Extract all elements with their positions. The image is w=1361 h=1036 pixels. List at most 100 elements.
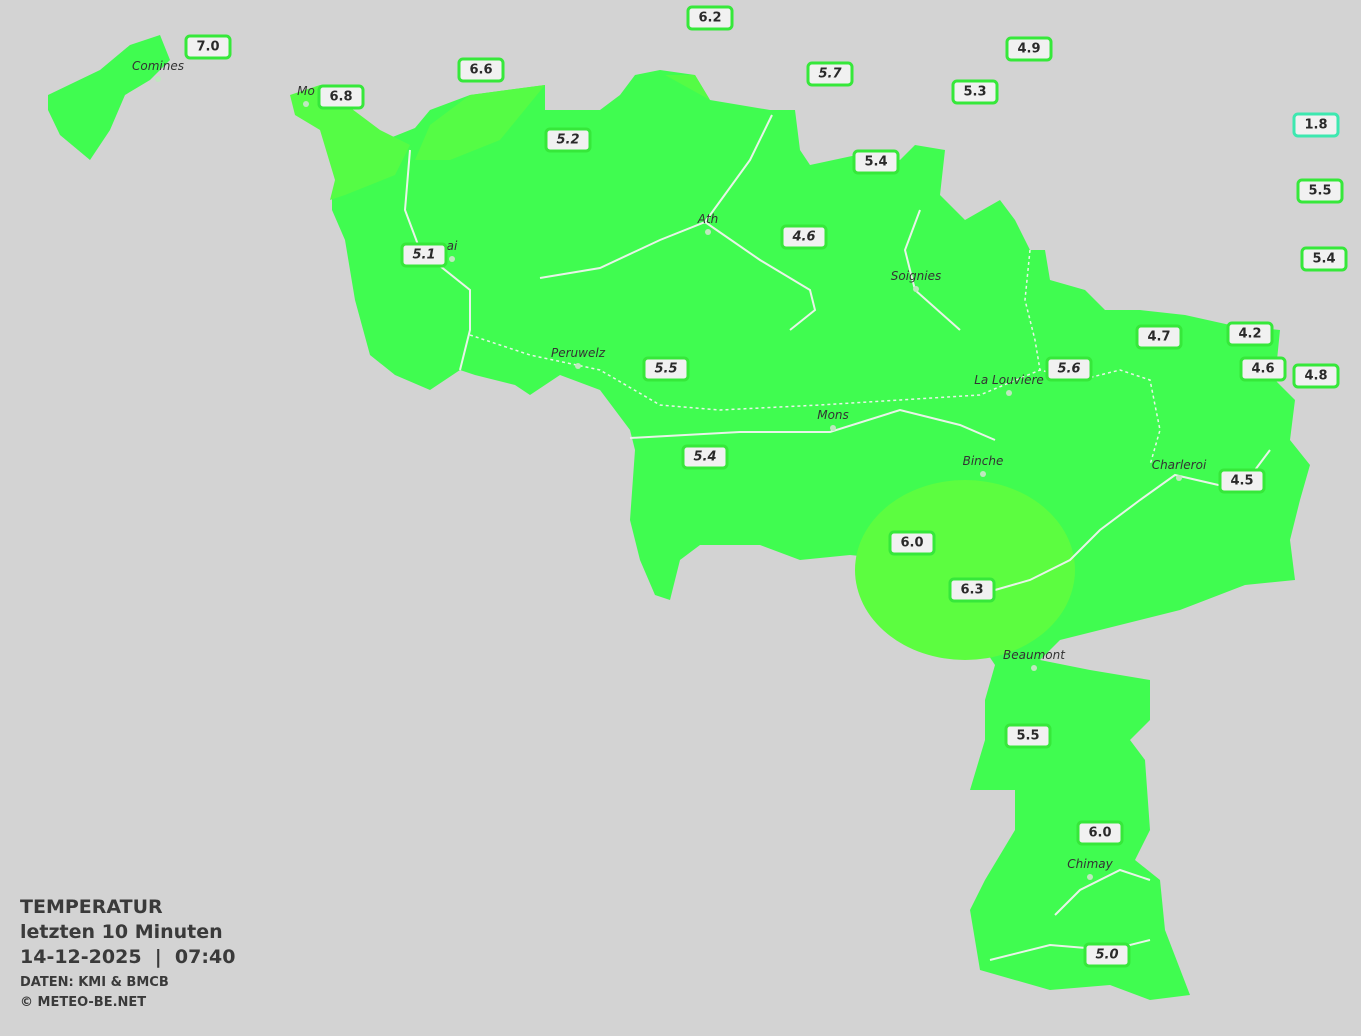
city-label: Ath <box>697 212 719 226</box>
station: 4.5 <box>1218 468 1266 494</box>
station: 5.5 <box>1296 178 1344 204</box>
station-box <box>1135 324 1183 350</box>
city-dot <box>303 101 309 107</box>
station: 5.5 <box>642 356 690 382</box>
station-value: 6.8 <box>329 90 352 105</box>
city-label: Mo <box>297 84 315 98</box>
city-label: Beaumont <box>1003 648 1066 662</box>
station: 6.0 <box>888 530 936 556</box>
station: 5.3 <box>951 79 999 105</box>
station: 5.0 <box>1083 942 1131 968</box>
station-value: 5.0 <box>1095 948 1118 963</box>
station-box <box>400 242 448 268</box>
legend-period: letzten 10 Minuten <box>20 921 223 943</box>
station-value: 6.2 <box>698 11 721 26</box>
station-box <box>457 57 505 83</box>
station-value: 5.5 <box>1016 729 1039 744</box>
station: 5.5 <box>1004 723 1052 749</box>
station-box <box>1005 36 1053 62</box>
station: 5.6 <box>1045 356 1093 382</box>
legend-copyright: © METEO-BE.NET <box>20 995 146 1010</box>
station-value: 5.5 <box>654 362 677 377</box>
station-value: 4.7 <box>1147 330 1170 345</box>
station-value: 5.4 <box>864 155 887 170</box>
station-box <box>642 356 690 382</box>
station: 4.6 <box>780 224 828 250</box>
station-box <box>686 5 734 31</box>
station-box <box>1300 246 1348 272</box>
city-dot <box>575 363 581 369</box>
station-value: 6.6 <box>469 63 492 78</box>
city-label: Charleroi <box>1152 458 1207 472</box>
station-box <box>544 127 592 153</box>
station-value: 6.0 <box>900 536 923 551</box>
station-value: 4.8 <box>1304 369 1327 384</box>
station-box <box>1045 356 1093 382</box>
station: 4.2 <box>1226 321 1274 347</box>
rivers <box>403 114 1271 961</box>
station-box <box>948 577 996 603</box>
station: 5.4 <box>681 444 729 470</box>
legend-datetime: 14-12-2025 | 07:40 <box>20 946 235 968</box>
station-value: 5.2 <box>556 133 579 148</box>
station: 4.9 <box>1005 36 1053 62</box>
province <box>48 35 1310 1000</box>
station-value: 1.8 <box>1304 118 1327 133</box>
station-value: 4.6 <box>1251 362 1274 377</box>
city-dot <box>1176 475 1182 481</box>
station: 5.4 <box>852 149 900 175</box>
city-dot <box>449 256 455 262</box>
city-dot <box>1087 874 1093 880</box>
station: 5.2 <box>544 127 592 153</box>
legend-source: DATEN: KMI & BMCB <box>20 975 169 990</box>
station-value: 5.1 <box>412 248 435 263</box>
city-dot <box>1031 665 1037 671</box>
city-dot <box>830 425 836 431</box>
station: 5.4 <box>1300 246 1348 272</box>
station-box <box>1292 112 1340 138</box>
station: 6.8 <box>317 84 365 110</box>
station-value: 7.0 <box>196 40 219 55</box>
station-value: 5.3 <box>963 85 986 100</box>
station: 6.2 <box>686 5 734 31</box>
station-value: 5.7 <box>818 67 842 82</box>
station-value: 5.4 <box>693 450 716 465</box>
station: 5.1 <box>400 242 448 268</box>
station-box <box>1239 356 1287 382</box>
station: 7.0 <box>184 34 232 60</box>
station: 4.8 <box>1292 363 1340 389</box>
station: 5.7 <box>806 61 854 87</box>
station-value: 4.9 <box>1017 42 1040 57</box>
station-value: 4.6 <box>791 230 815 245</box>
station-box <box>1226 321 1274 347</box>
city-label: Chimay <box>1067 857 1113 871</box>
station-box <box>1296 178 1344 204</box>
station-box <box>806 61 854 87</box>
station-box <box>1083 942 1131 968</box>
city-label: Mons <box>817 408 849 422</box>
station-box <box>888 530 936 556</box>
station-readings: 7.0 6.2 6.6 6.8 5.7 4.9 5.3 1.8 5.2 5.4 5.5 5.1 4.6 5… <box>184 5 1348 968</box>
station-value: 4.5 <box>1230 474 1253 489</box>
city-dot <box>155 76 161 82</box>
station-box <box>1292 363 1340 389</box>
station-value: 5.5 <box>1308 184 1331 199</box>
city-label: Binche <box>963 454 1004 468</box>
station-box <box>184 34 232 60</box>
legend-title: TEMPERATUR <box>20 896 163 918</box>
city-label: Comines <box>132 59 184 73</box>
station-box <box>681 444 729 470</box>
city-dot <box>980 471 986 477</box>
city-label: ai <box>447 239 458 253</box>
station: 4.7 <box>1135 324 1183 350</box>
station-value: 5.6 <box>1057 362 1080 377</box>
city-label: La Louviere <box>974 373 1044 387</box>
station-box <box>852 149 900 175</box>
city-labels: Comines Mo ai Ath Soignies Peruwelz La Louvier… <box>132 59 1207 880</box>
station: 6.6 <box>457 57 505 83</box>
city-label: Peruwelz <box>551 346 606 360</box>
station: 4.6 <box>1239 356 1287 382</box>
station-box <box>1004 723 1052 749</box>
station: 6.3 <box>948 577 996 603</box>
